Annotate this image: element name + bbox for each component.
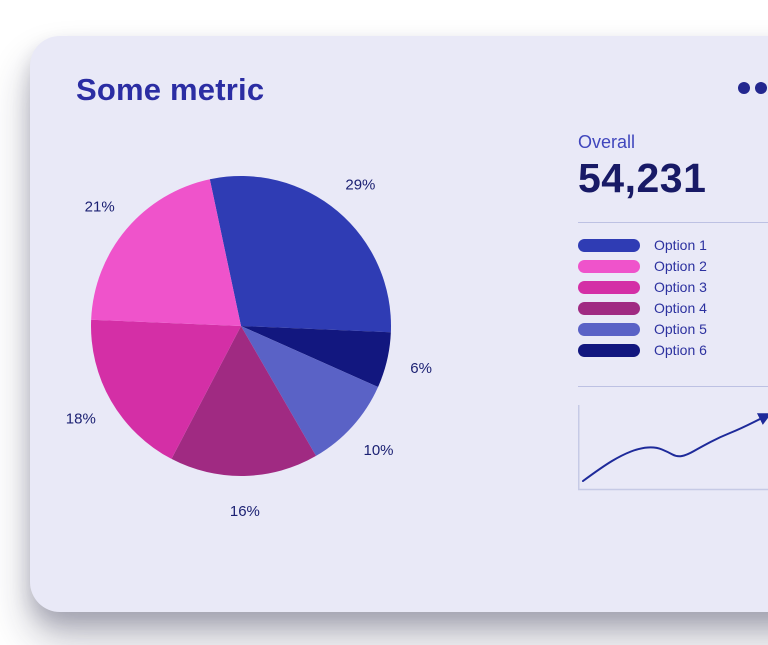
legend-label: Option 6 — [654, 342, 707, 358]
card-content: 29% 6% 10% 16% 18% 21% Overall 54,231 Option … — [66, 108, 768, 535]
card-menu-button[interactable] — [738, 72, 768, 104]
overall-label: Overall — [578, 132, 636, 152]
divider — [578, 386, 768, 387]
legend-label: Option 5 — [654, 321, 707, 337]
ellipsis-icon — [755, 82, 767, 94]
pie-data-label: 6% — [410, 360, 432, 377]
legend-swatch — [578, 280, 640, 294]
pie-slice-option-3[interactable] — [90, 319, 241, 459]
legend-label: Option 4 — [654, 300, 707, 316]
legend-item: Option 6 — [578, 342, 768, 358]
ellipsis-icon — [738, 82, 750, 94]
pie-data-label: 29% — [345, 177, 375, 194]
sparkline-line — [582, 413, 768, 482]
legend-item: Option 4 — [578, 300, 768, 316]
card-title: Some metric — [76, 72, 265, 107]
pie-data-label: 18% — [66, 411, 96, 428]
metric-card: Some metric 29% 6% 10% 16% 18% 21% Overall 54… — [30, 36, 768, 612]
legend-swatch — [578, 238, 640, 252]
pie-data-label: 16% — [230, 503, 260, 520]
legend-label: Option 1 — [654, 237, 707, 253]
legend-label: Option 3 — [654, 279, 707, 295]
pie-chart: 29% 6% 10% 16% 18% 21% — [66, 176, 432, 520]
overall-value: 54,231 — [578, 155, 707, 201]
pie-slice-option-5[interactable] — [241, 326, 379, 456]
legend-item: Option 2 — [578, 258, 768, 274]
legend-label: Option 2 — [654, 258, 707, 274]
legend-swatch — [578, 301, 640, 315]
trend-sparkline-chart — [578, 405, 768, 491]
pie-slice-option-1[interactable] — [209, 176, 392, 333]
legend: Option 1 Option 2 Option 3 Option 4 Option 5… — [578, 237, 768, 358]
legend-swatch — [578, 322, 640, 336]
pie-slice-option-2[interactable] — [91, 179, 241, 326]
pie-chart-area: 29% 6% 10% 16% 18% 21% — [36, 122, 456, 535]
legend-swatch — [578, 343, 640, 357]
pie-data-label: 10% — [363, 442, 393, 459]
legend-item: Option 1 — [578, 237, 768, 253]
legend-item: Option 3 — [578, 279, 768, 295]
card-header: Some metric — [76, 72, 768, 108]
legend-item: Option 5 — [578, 321, 768, 337]
pie-slice-option-4[interactable] — [171, 326, 316, 476]
pie-slice-option-6[interactable] — [241, 326, 391, 388]
legend-swatch — [578, 259, 640, 273]
divider — [578, 222, 768, 223]
pie-data-label: 21% — [85, 199, 115, 216]
sparkline-axes — [578, 405, 768, 491]
